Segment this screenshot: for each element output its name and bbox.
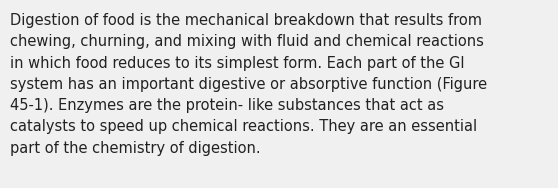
Text: Digestion of food is the mechanical breakdown that results from
chewing, churnin: Digestion of food is the mechanical brea… (10, 13, 487, 156)
